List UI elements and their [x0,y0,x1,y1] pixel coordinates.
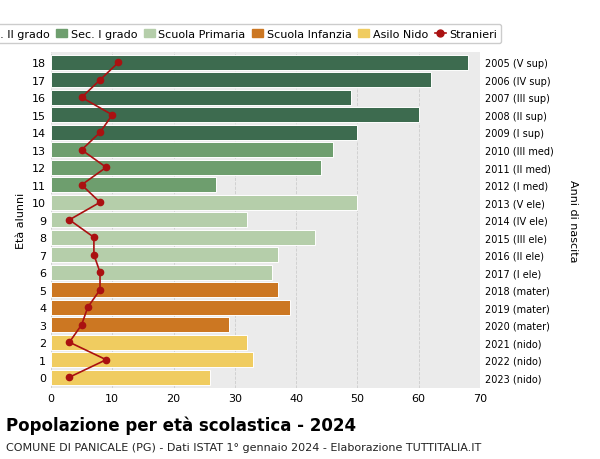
Bar [51,56,468,71]
Bar [51,353,253,367]
Bar [51,161,320,175]
Bar [51,318,229,332]
Bar [51,265,272,280]
Bar [51,91,351,106]
Bar [51,196,358,210]
Bar [51,73,431,88]
Legend: Sec. II grado, Sec. I grado, Scuola Primaria, Scuola Infanzia, Asilo Nido, Stran: Sec. II grado, Sec. I grado, Scuola Prim… [0,25,502,44]
Text: Popolazione per età scolastica - 2024: Popolazione per età scolastica - 2024 [6,415,356,434]
Bar [51,108,419,123]
Bar [51,370,211,385]
Y-axis label: Età alunni: Età alunni [16,192,26,248]
Bar [51,126,358,140]
Bar [51,248,278,263]
Bar [51,300,290,315]
Bar [51,213,247,228]
Bar [51,283,278,297]
Bar [51,143,333,158]
Bar [51,178,217,193]
Bar [51,335,247,350]
Bar [51,230,314,245]
Y-axis label: Anni di nascita: Anni di nascita [568,179,577,262]
Text: COMUNE DI PANICALE (PG) - Dati ISTAT 1° gennaio 2024 - Elaborazione TUTTITALIA.I: COMUNE DI PANICALE (PG) - Dati ISTAT 1° … [6,442,481,452]
